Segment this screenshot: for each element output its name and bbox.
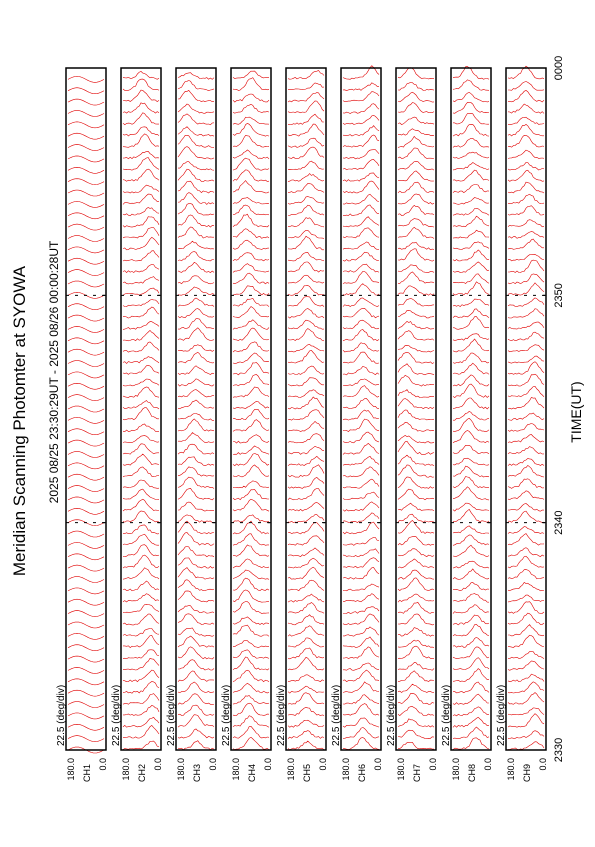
trace	[452, 66, 490, 750]
trace	[122, 71, 160, 750]
title: Meridian Scanning Photomter at SYOWA	[10, 265, 29, 576]
x-tick-label: 2330	[553, 738, 565, 762]
top-label: 180.0	[286, 758, 296, 781]
panel-frame	[505, 67, 547, 751]
top-label: 180.0	[231, 758, 241, 781]
channel-label: CH8	[467, 764, 477, 782]
panel-frame	[120, 67, 162, 751]
top-label: 180.0	[176, 758, 186, 781]
trace	[287, 70, 325, 751]
top-label: 180.0	[341, 758, 351, 781]
scale-label: 22.5 (deg/div)	[331, 685, 342, 746]
top-label: 180.0	[451, 758, 461, 781]
panel-frame	[285, 67, 327, 751]
trace	[232, 70, 270, 751]
trace	[397, 67, 435, 750]
channel-label: CH5	[302, 764, 312, 782]
channel-label: CH1	[82, 764, 92, 782]
channel-label: CH9	[522, 764, 532, 782]
top-label: 180.0	[66, 758, 76, 781]
panel-frame	[175, 67, 217, 751]
panel-frame	[450, 67, 492, 751]
channel-label: CH2	[137, 764, 147, 782]
scale-label: 22.5 (deg/div)	[276, 685, 287, 746]
bottom-label: 0.0	[208, 758, 218, 771]
bottom-label: 0.0	[98, 758, 108, 771]
scale-label: 22.5 (deg/div)	[221, 685, 232, 746]
bottom-label: 0.0	[153, 758, 163, 771]
rotated-plot: Meridian Scanning Photomter at SYOWA 202…	[10, 56, 584, 782]
bottom-label: 0.0	[538, 758, 548, 771]
panel-frame	[230, 67, 272, 751]
scale-label: 22.5 (deg/div)	[496, 685, 507, 746]
panel-frame	[65, 67, 107, 751]
channel-label: CH7	[412, 764, 422, 782]
trace	[507, 65, 545, 751]
panel-frame	[395, 67, 437, 751]
top-label: 180.0	[121, 758, 131, 781]
top-label: 180.0	[506, 758, 516, 781]
subtitle: 2025 08/25 23:30:29UT - 2025 08/26 00:00…	[47, 240, 61, 503]
bottom-label: 0.0	[263, 758, 273, 771]
scale-label: 22.5 (deg/div)	[386, 685, 397, 746]
panel-frame	[340, 67, 382, 751]
bottom-label: 0.0	[483, 758, 493, 771]
channel-label: CH3	[192, 764, 202, 782]
trace	[177, 72, 215, 751]
x-axis-label: TIME(UT)	[568, 381, 584, 442]
scale-label: 22.5 (deg/div)	[56, 685, 67, 746]
bottom-label: 0.0	[428, 758, 438, 771]
channel-label: CH6	[357, 764, 367, 782]
scale-label: 22.5 (deg/div)	[441, 685, 452, 746]
x-tick-label: 0000	[553, 56, 565, 80]
bottom-label: 0.0	[373, 758, 383, 771]
scale-label: 22.5 (deg/div)	[111, 685, 122, 746]
x-tick-label: 2350	[553, 283, 565, 307]
top-label: 180.0	[396, 758, 406, 781]
channel-label: CH4	[247, 764, 257, 782]
trace	[67, 76, 105, 754]
x-tick-label: 2340	[553, 510, 565, 534]
scale-label: 22.5 (deg/div)	[166, 685, 177, 746]
trace	[342, 65, 380, 750]
bottom-label: 0.0	[318, 758, 328, 771]
